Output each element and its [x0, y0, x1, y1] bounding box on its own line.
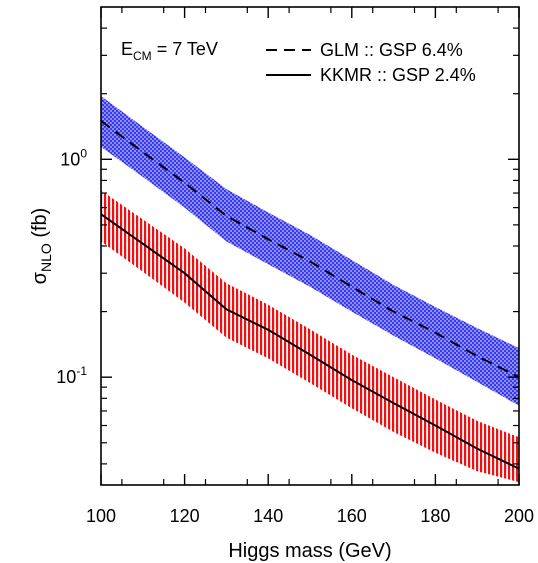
legend-label-glm: GLM :: GSP 6.4%	[320, 40, 463, 60]
x-tick-label: 140	[253, 506, 283, 526]
y-axis-title-symbol: σ	[29, 271, 51, 284]
energy-annotation-subscript: CM	[133, 49, 152, 63]
central-curves	[101, 120, 519, 470]
energy-annotation: ECM = 7 TeV	[121, 39, 218, 63]
series-line-0	[101, 120, 519, 379]
series-line-1	[101, 213, 519, 470]
legend-label-kkmr: KKMR :: GSP 2.4%	[320, 65, 476, 85]
y-axis-title: σNLO (fb)	[29, 208, 54, 285]
legend: GLM :: GSP 6.4% KKMR :: GSP 2.4%	[266, 40, 476, 85]
x-axis-title: Higgs mass (GeV)	[228, 540, 391, 562]
x-tick-label: 100	[86, 506, 116, 526]
axis-ticks: 100 120 140 160 180 200 100 10-1	[56, 7, 534, 526]
y-axis-title-unit: (fb)	[29, 208, 51, 244]
energy-annotation-value: = 7 TeV	[152, 39, 218, 59]
x-tick-label: 160	[337, 506, 367, 526]
x-tick-label: 200	[504, 506, 534, 526]
y-axis-title-subscript: NLO	[38, 243, 54, 272]
y-tick-label: 100	[60, 146, 87, 169]
energy-annotation-symbol: E	[121, 39, 133, 59]
x-tick-label: 120	[170, 506, 200, 526]
x-tick-label: 180	[420, 506, 450, 526]
uncertainty-bands	[101, 96, 519, 483]
uncertainty-band-1	[101, 190, 519, 483]
y-tick-label: 10-1	[56, 364, 87, 387]
uncertainty-band-0	[101, 96, 519, 406]
